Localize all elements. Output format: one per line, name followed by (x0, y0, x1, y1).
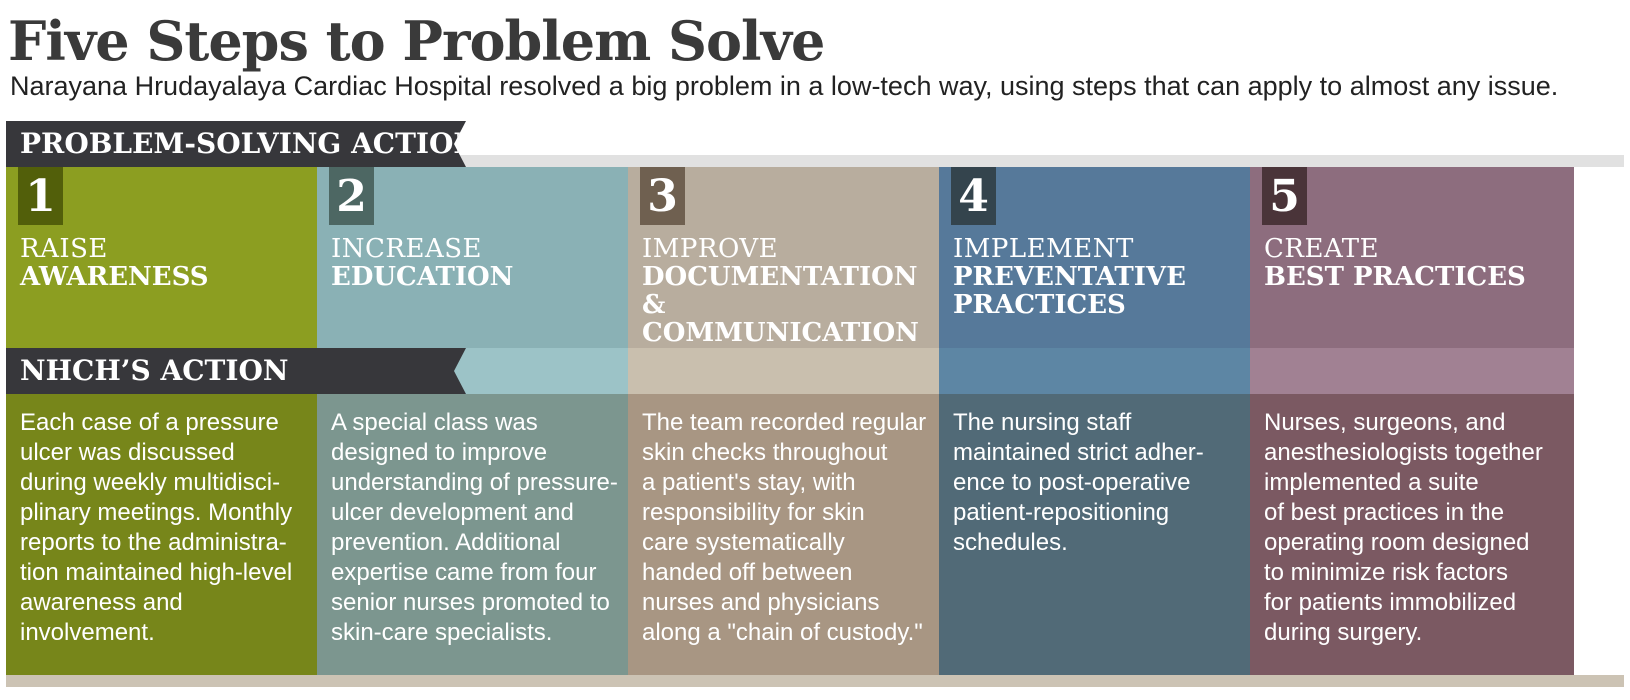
step-top-block: 4 IMPLEMENT PREVENTATIVE PRACTICES (939, 167, 1263, 348)
step-number: 3 (640, 167, 685, 225)
step-top-block: 3 IMPROVE DOCUMENTATION & COMMUNICATION (628, 167, 952, 348)
step-heading-bold: DOCUMENTATION & COMMUNICATION (642, 262, 919, 348)
step-number: 1 (18, 167, 63, 225)
step-heading-bold: EDUCATION (331, 262, 514, 292)
step-heading-light: INCREASE (331, 234, 483, 264)
step-heading-light: CREATE (1264, 234, 1380, 264)
step-heading-bold: BEST PRACTICES (1264, 262, 1526, 292)
step-heading-light: RAISE (20, 234, 108, 264)
step-action-block: Each case of a pressure ulcer was discus… (6, 394, 330, 675)
step-mid-band (628, 348, 952, 394)
step-heading: INCREASE EDUCATION (331, 235, 636, 291)
step-number: 2 (329, 167, 374, 225)
step-heading: IMPROVE DOCUMENTATION & COMMUNICATION (642, 235, 947, 347)
step-mid-band (1250, 348, 1574, 394)
step-action-block: Nurses, surgeons, and anesthesiologists … (1250, 394, 1574, 675)
step-action-text: Nurses, surgeons, and anesthesiologists … (1264, 409, 1543, 646)
step-top-block: 2 INCREASE EDUCATION (317, 167, 641, 348)
step-action-text: The team recorded regular skin checks th… (642, 409, 927, 646)
step-top-block: 1 RAISE AWARENESS (6, 167, 330, 348)
step-heading-light: IMPROVE (642, 234, 779, 264)
nhch-action-banner: NHCH’S ACTION (6, 348, 466, 394)
step-heading-bold: PREVENTATIVE PRACTICES (953, 262, 1186, 320)
step-heading: CREATE BEST PRACTICES (1264, 235, 1569, 291)
step-action-text: The nursing staff maintained strict adhe… (953, 409, 1204, 556)
step-column-1: 1 RAISE AWARENESS Each case of a pressur… (6, 167, 330, 675)
problem-solving-banner: PROBLEM-SOLVING ACTION (6, 121, 466, 167)
step-mid-band (939, 348, 1263, 394)
step-heading: RAISE AWARENESS (20, 235, 325, 291)
step-column-4: 4 IMPLEMENT PREVENTATIVE PRACTICES The n… (939, 167, 1263, 675)
step-heading: IMPLEMENT PREVENTATIVE PRACTICES (953, 235, 1258, 319)
step-action-text: A special class was designed to improve … (331, 409, 618, 646)
step-action-block: A special class was designed to improve … (317, 394, 641, 675)
bottom-divider-band (6, 675, 1624, 687)
step-number: 4 (951, 167, 996, 225)
page-subtitle: Narayana Hrudayalaya Cardiac Hospital re… (10, 71, 1559, 101)
step-action-block: The nursing staff maintained strict adhe… (939, 394, 1263, 675)
page-title: Five Steps to Problem Solve (8, 9, 825, 73)
step-column-5: 5 CREATE BEST PRACTICES Nurses, surgeons… (1250, 167, 1574, 675)
step-heading-light: IMPLEMENT (953, 234, 1134, 264)
step-heading-bold: AWARENESS (20, 262, 209, 292)
step-column-2: 2 INCREASE EDUCATION A special class was… (317, 167, 641, 675)
step-number: 5 (1262, 167, 1307, 225)
step-action-block: The team recorded regular skin checks th… (628, 394, 952, 675)
step-action-text: Each case of a pressure ulcer was discus… (20, 409, 293, 646)
step-top-block: 5 CREATE BEST PRACTICES (1250, 167, 1574, 348)
step-column-3: 3 IMPROVE DOCUMENTATION & COMMUNICATION … (628, 167, 952, 675)
